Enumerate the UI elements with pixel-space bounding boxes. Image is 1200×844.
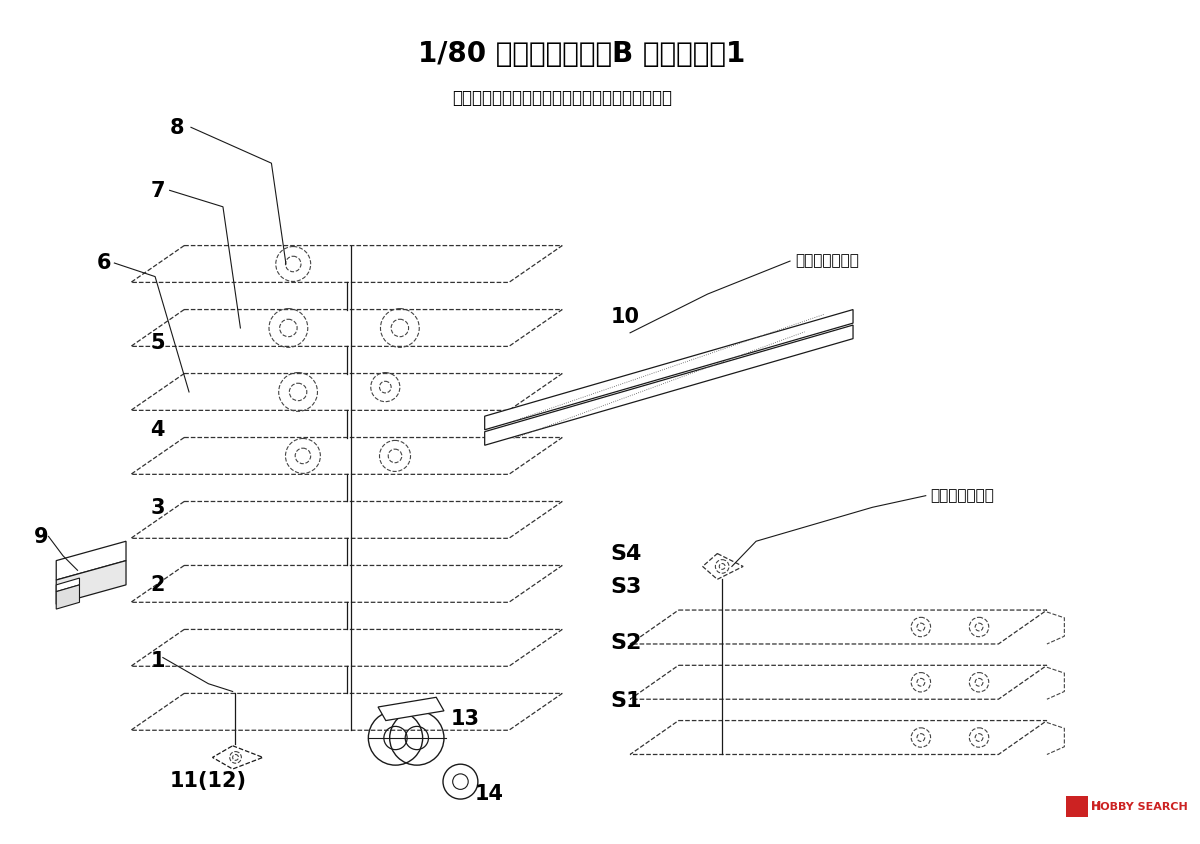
Polygon shape xyxy=(212,746,263,769)
Text: ナットを入れる: ナットを入れる xyxy=(794,253,859,268)
Text: 14: 14 xyxy=(475,783,504,803)
Polygon shape xyxy=(131,374,563,410)
Polygon shape xyxy=(131,310,563,346)
Text: 1/80 凸型電気機関軍B 組み立て方1: 1/80 凸型電気機関軍B 組み立て方1 xyxy=(418,40,745,68)
Polygon shape xyxy=(131,501,563,538)
Text: S3: S3 xyxy=(611,577,642,597)
Text: HOBBY SEARCH: HOBBY SEARCH xyxy=(1092,802,1188,812)
Polygon shape xyxy=(56,541,126,580)
Polygon shape xyxy=(630,721,1046,755)
Text: 11(12): 11(12) xyxy=(169,771,247,791)
Polygon shape xyxy=(485,325,853,446)
Text: 2: 2 xyxy=(150,575,164,595)
Polygon shape xyxy=(378,697,444,721)
Text: 3: 3 xyxy=(150,498,164,517)
Text: 使用するパワトラによって穴を広げてください。: 使用するパワトラによって穴を広げてください。 xyxy=(452,89,672,106)
Text: 1: 1 xyxy=(150,651,164,671)
Polygon shape xyxy=(131,437,563,474)
Polygon shape xyxy=(56,560,126,604)
Polygon shape xyxy=(131,246,563,283)
Text: 13: 13 xyxy=(451,709,480,729)
Bar xyxy=(1067,796,1087,818)
Text: S1: S1 xyxy=(611,691,642,711)
Text: 10: 10 xyxy=(611,306,640,327)
Polygon shape xyxy=(131,694,563,730)
Polygon shape xyxy=(131,630,563,666)
Text: S4: S4 xyxy=(611,544,642,564)
Polygon shape xyxy=(56,585,79,609)
Text: 4: 4 xyxy=(150,420,164,440)
Polygon shape xyxy=(702,554,743,579)
Polygon shape xyxy=(56,578,79,592)
Polygon shape xyxy=(630,610,1046,644)
Text: 5: 5 xyxy=(150,333,164,353)
Text: 7: 7 xyxy=(150,181,164,201)
Polygon shape xyxy=(485,310,853,430)
Text: 8: 8 xyxy=(169,117,184,138)
Text: 6: 6 xyxy=(97,253,112,273)
Text: H: H xyxy=(1091,800,1100,814)
Polygon shape xyxy=(630,665,1046,699)
Text: ナットを入れる: ナットを入れる xyxy=(930,488,995,503)
Polygon shape xyxy=(131,565,563,603)
Text: 9: 9 xyxy=(34,527,48,547)
Text: S2: S2 xyxy=(611,633,642,653)
